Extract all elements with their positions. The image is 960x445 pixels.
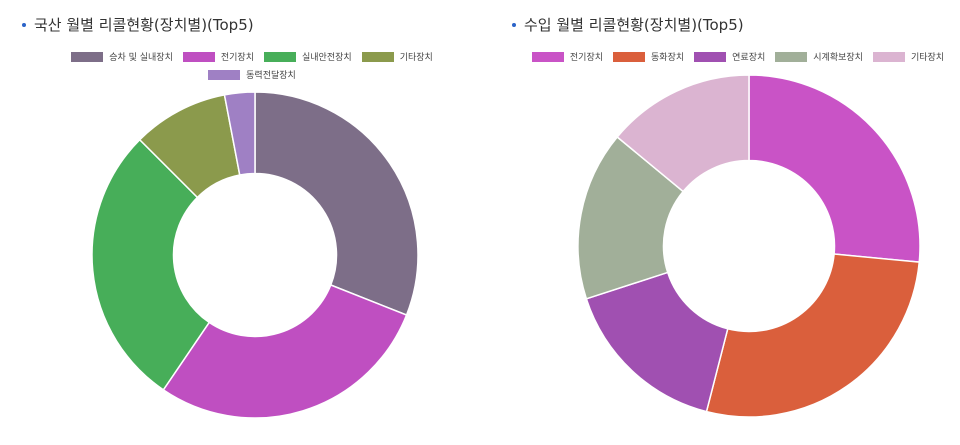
domestic-legend-item[interactable]: 실내안전장치 [264,50,352,63]
imported-legend-item[interactable]: 전기장치 [531,50,604,63]
domestic-legend-item[interactable]: 전기장치 [182,50,254,63]
domestic-chart-title-row: 국산 월별 리콜현황(장치별)(Top5) [22,14,254,35]
domestic-legend-swatch [361,51,394,62]
imported-legend-swatch [694,51,727,62]
domestic-legend-item[interactable]: 동력전달장치 [208,68,296,81]
domestic-legend-swatch [182,51,215,62]
imported-legend-swatch [613,51,646,62]
imported-legend-item[interactable]: 동화장치 [613,50,684,63]
domestic-legend-swatch [208,69,241,80]
domestic-chart-title: 국산 월별 리콜현황(장치별)(Top5) [34,16,254,34]
domestic-slice-3[interactable] [91,138,211,391]
domestic-legend-label: 승차 및 실내장치 [109,53,173,63]
imported-legend-item[interactable]: 시계확보장치 [775,50,863,63]
imported-legend-swatch [531,51,564,62]
imported-legend-label: 시계확보장치 [813,53,863,63]
imported-legend-item[interactable]: 연료장치 [694,50,765,63]
bullet-dot-icon [512,22,516,27]
imported-legend-swatch [775,51,808,62]
domestic-slice-2[interactable] [162,284,408,419]
imported-chart-legend: 전기장치 동화장치 연료장치 시계확보장치 기타장치 [518,50,958,63]
imported-legend-label: 연료장치 [732,53,766,63]
imported-legend-label: 전기장치 [569,53,604,63]
imported-chart-title-row: 수입 월별 리콜현황(장치별)(Top5) [512,14,744,35]
imported-legend-label: 기타장치 [910,53,945,63]
imported-slice-1[interactable] [748,74,921,263]
imported-chart-title: 수입 월별 리콜현황(장치별)(Top5) [524,16,744,34]
domestic-legend-item[interactable]: 승차 및 실내장치 [71,50,173,63]
domestic-donut-chart [91,91,419,419]
domestic-legend-label: 기타장치 [399,53,433,63]
domestic-legend-label: 동력전달장치 [246,71,296,81]
domestic-legend-swatch [264,51,296,62]
imported-donut-chart [577,74,921,418]
imported-recall-panel: 수입 월별 리콜현황(장치별)(Top5) 전기장치 동화장치 연료장치 시계확보장치… [490,0,960,445]
domestic-legend-label: 실내안전장치 [302,53,352,63]
domestic-slice-1[interactable] [254,91,419,316]
imported-legend-label: 동화장치 [651,53,685,63]
domestic-legend-swatch [71,51,104,62]
domestic-legend-label: 전기장치 [220,53,254,63]
imported-legend-swatch [872,51,905,62]
domestic-legend-item[interactable]: 기타장치 [361,50,433,63]
imported-legend-item[interactable]: 기타장치 [872,50,945,63]
bullet-dot-icon [22,22,26,27]
domestic-slice-5[interactable] [223,91,256,176]
domestic-recall-panel: 국산 월별 리콜현황(장치별)(Top5) 승차 및 실내장치 전기장치 실내안전장… [22,14,442,81]
imported-slice-3[interactable] [585,271,729,413]
imported-slice-2[interactable] [705,253,921,418]
imported-slice-5[interactable] [616,74,750,193]
